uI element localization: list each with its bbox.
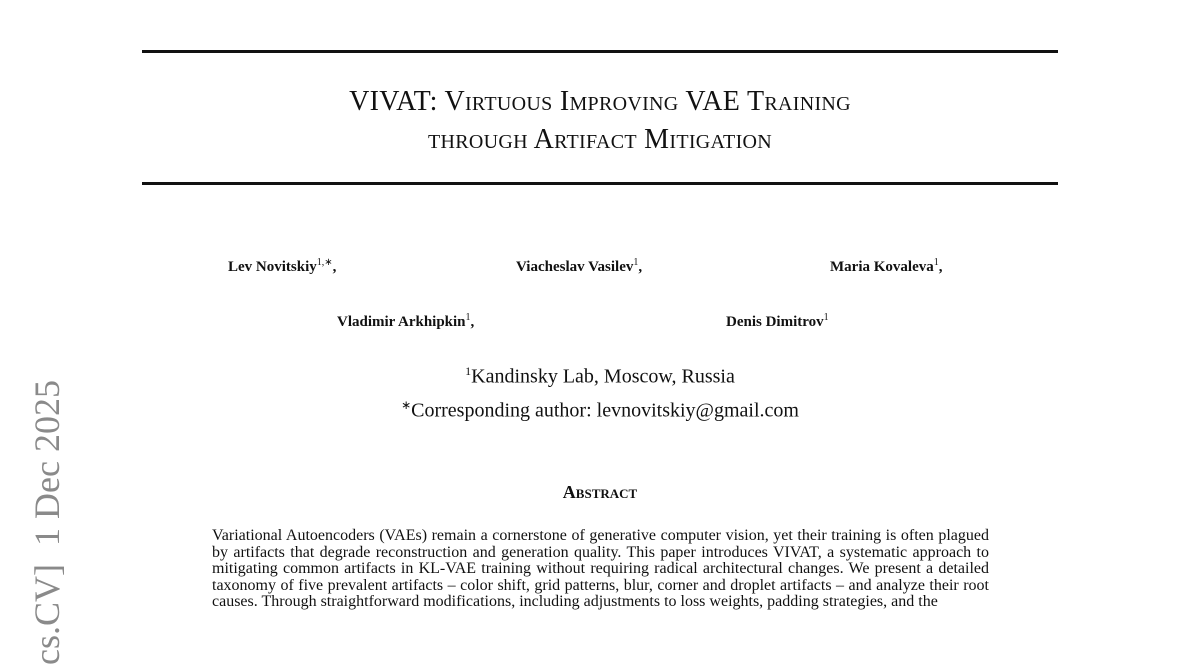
title-line-2: through Artifact Mitigation <box>427 124 773 155</box>
author-sep: , <box>470 314 475 330</box>
abstract-heading: Abstract <box>562 482 638 502</box>
author-name: Viacheslav Vasilev <box>516 259 634 275</box>
corresponding-mark: ∗ <box>401 398 412 412</box>
author-sep: , <box>938 259 943 275</box>
author: Vladimir Arkhipkin1, <box>337 312 474 331</box>
author: Maria Kovaleva1, <box>830 257 942 276</box>
abstract-body: Variational Autoencoders (VAEs) remain a… <box>212 527 989 611</box>
title-line-1: VIVAT: Virtuous Improving VAE Training <box>349 86 851 117</box>
author-sep: , <box>332 259 337 275</box>
author-name: Denis Dimitrov <box>726 314 824 330</box>
author-affil: 1 <box>633 257 639 268</box>
affiliation: 1Kandinsky Lab, Moscow, Russia <box>0 364 1200 389</box>
author: Denis Dimitrov1 <box>726 312 829 331</box>
author-affil: 1,∗ <box>316 257 333 268</box>
author: Lev Novitskiy1,∗, <box>228 257 336 276</box>
author-name: Lev Novitskiy <box>228 259 317 275</box>
corresponding-author: ∗Corresponding author: levnovitskiy@gmai… <box>0 398 1200 423</box>
author-affil: 1 <box>823 312 829 323</box>
author-affil: 1 <box>933 257 939 268</box>
author-name: Maria Kovaleva <box>830 259 934 275</box>
author: Viacheslav Vasilev1, <box>516 257 642 276</box>
affiliation-text: Kandinsky Lab, Moscow, Russia <box>471 365 735 388</box>
corresponding-text: Corresponding author: levnovitskiy@gmail… <box>411 399 799 422</box>
affiliation-mark: 1 <box>465 364 472 378</box>
author-affil: 1 <box>465 312 471 323</box>
top-rule <box>142 50 1058 53</box>
bottom-rule <box>142 182 1058 185</box>
author-name: Vladimir Arkhipkin <box>337 314 466 330</box>
author-sep: , <box>638 259 643 275</box>
